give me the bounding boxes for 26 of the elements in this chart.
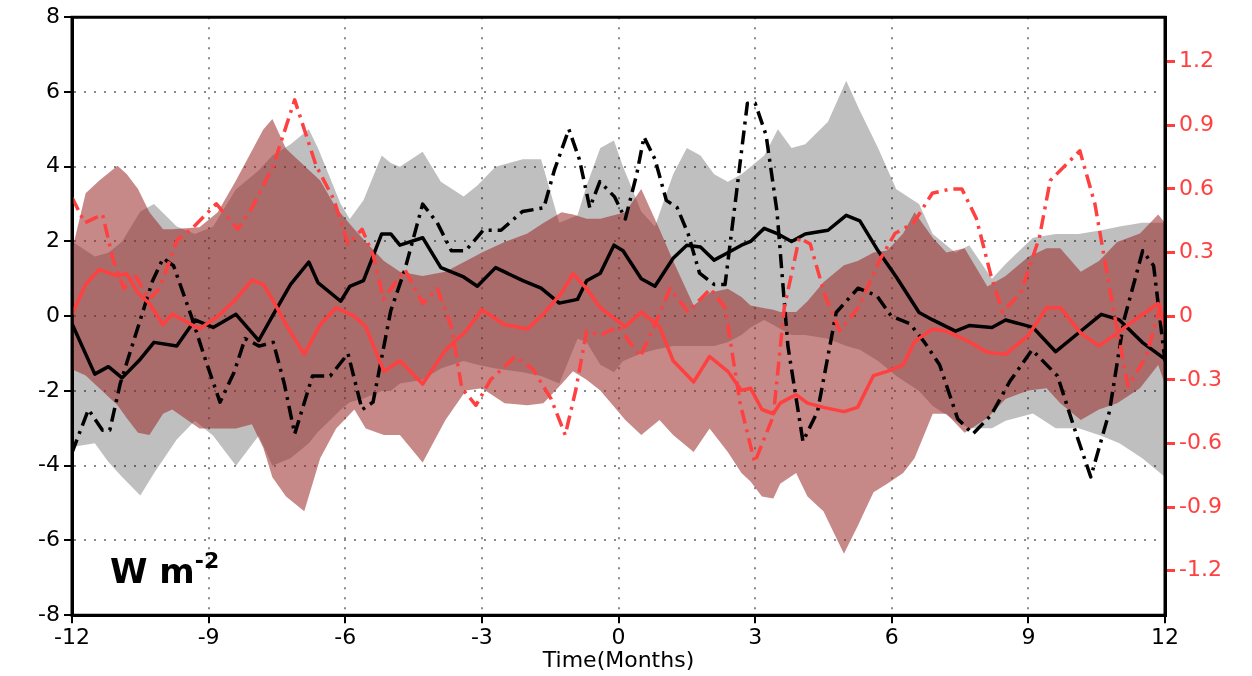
x-tick-label: 12: [1151, 624, 1179, 650]
y2-tick-label: 0: [1179, 301, 1193, 327]
y2-tick-label: -1.2: [1179, 556, 1222, 582]
x-tick-label: -6: [334, 624, 357, 650]
x-tick-label: 6: [884, 624, 899, 650]
y2-tick-label: 0.9: [1179, 111, 1214, 137]
y-tick-label: -4: [38, 451, 60, 477]
y-tick-label: 6: [46, 77, 60, 103]
y-tick-label: -6: [38, 526, 60, 552]
y2-tick-label: -0.6: [1179, 429, 1222, 455]
y2-tick-label: 1.2: [1179, 47, 1214, 73]
y-tick-label: 8: [46, 2, 60, 28]
x-tick-label: 3: [748, 624, 763, 650]
x-tick-label: -12: [54, 624, 90, 650]
y-tick-label: -8: [38, 600, 60, 626]
y2-tick-label: 0.3: [1179, 238, 1214, 264]
y-tick-label: -2: [38, 376, 60, 402]
y2-tick-label: 0.6: [1179, 174, 1214, 200]
y2-tick-label: -0.3: [1179, 365, 1222, 391]
x-tick-label: -3: [470, 624, 493, 650]
y-tick-label: 4: [46, 152, 60, 178]
y-tick-label: 0: [46, 301, 60, 327]
x-tick-label: -9: [197, 624, 220, 650]
x-tick-label: 9: [1021, 624, 1036, 650]
y-tick-label: 2: [46, 227, 60, 253]
y2-tick-label: -0.9: [1179, 492, 1222, 518]
